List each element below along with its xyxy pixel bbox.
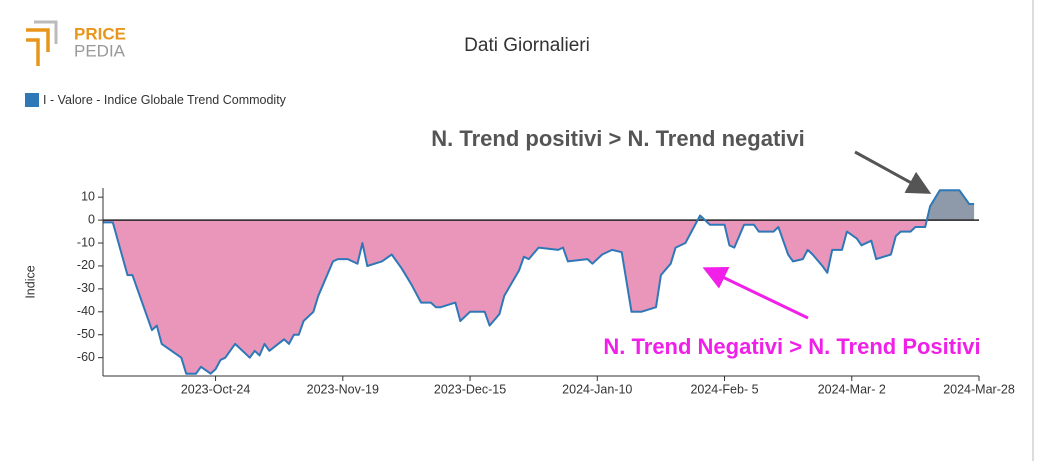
x-tick-label: 2023-Nov-19 — [307, 382, 379, 396]
y-tick-label: -10 — [77, 235, 95, 249]
y-tick-label: 0 — [88, 212, 95, 226]
y-tick-label: -50 — [77, 327, 95, 341]
logo: PRICE PEDIA — [26, 20, 126, 66]
x-tick-label: 2024-Mar- 2 — [818, 382, 886, 396]
annotation-arrow — [854, 150, 932, 194]
x-tick-label: 2024-Feb- 5 — [690, 382, 758, 396]
annotation: N. Trend positivi > N. Trend negativi — [431, 126, 804, 151]
annotation: N. Trend Negativi > N. Trend Positivi — [603, 334, 980, 359]
y-tick-label: -60 — [77, 350, 95, 364]
logo-bottom: PEDIA — [74, 41, 126, 60]
annotation-arrow — [702, 266, 809, 320]
y-tick-label: -40 — [77, 304, 95, 318]
area-positive — [697, 190, 975, 221]
y-tick-label: -30 — [77, 281, 95, 295]
x-tick-label: 2024-Jan-10 — [562, 382, 632, 396]
x-tick-label: 2023-Dec-15 — [434, 382, 506, 396]
x-tick-label: 2023-Oct-24 — [181, 382, 251, 396]
legend-label: I - Valore - Indice Globale Trend Commod… — [43, 93, 287, 107]
y-tick-label: 10 — [81, 189, 95, 203]
chart-title: Dati Giornalieri — [464, 35, 590, 56]
x-tick-label: 2024-Mar-28 — [943, 382, 1015, 396]
legend-swatch — [25, 93, 39, 107]
y-axis-label: Indice — [23, 265, 37, 298]
y-tick-label: -20 — [77, 258, 95, 272]
area-negative — [103, 220, 975, 374]
line — [103, 189, 975, 375]
logo-top: PRICE — [74, 24, 126, 43]
